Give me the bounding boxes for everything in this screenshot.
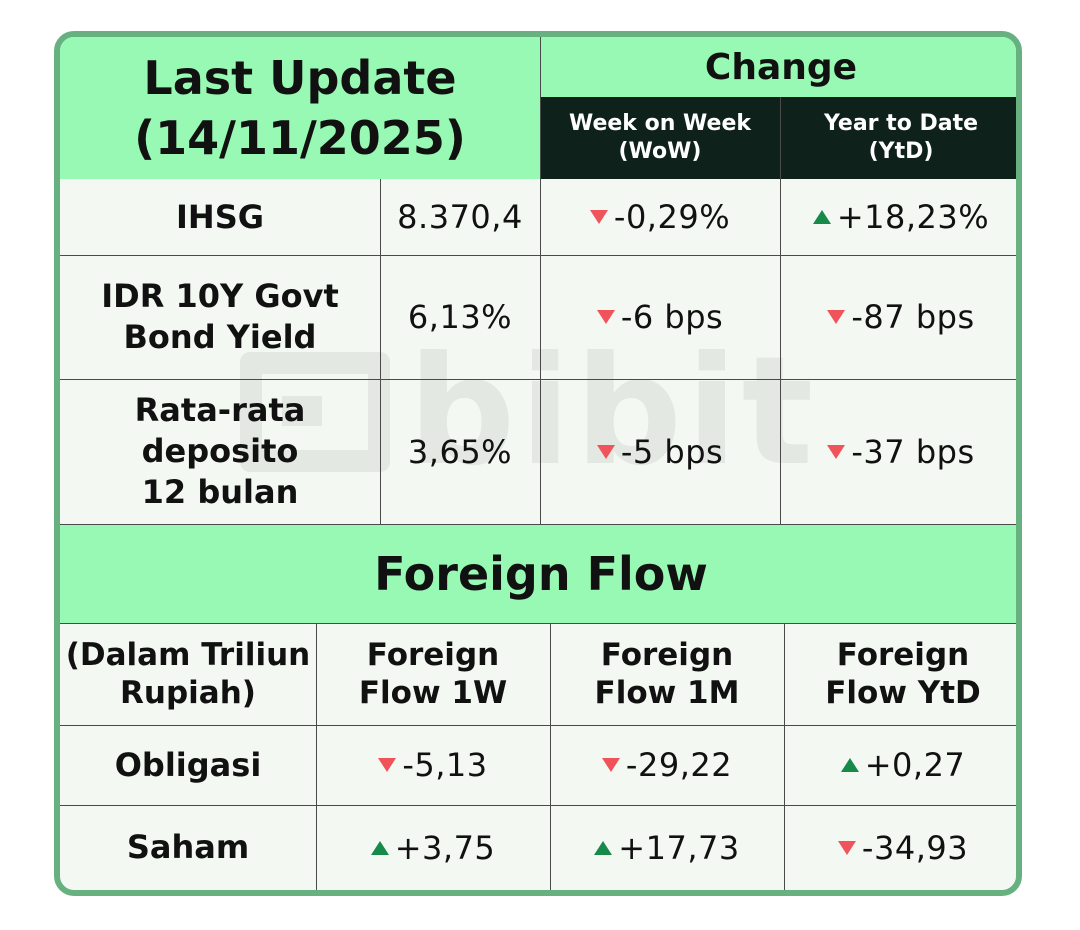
flow-value: -34,93 <box>861 828 969 867</box>
value-text: 3,65% <box>407 432 513 471</box>
down-arrow-icon <box>837 840 856 855</box>
grid-line <box>60 524 1016 525</box>
flow-row-ytd: -34,93 <box>784 805 1016 890</box>
flow-value: +0,27 <box>864 746 966 784</box>
grid-line <box>60 725 1016 726</box>
flow-row-ytd: +0,27 <box>784 725 1016 805</box>
ytd-header-line2: (YtD) <box>868 139 934 164</box>
market-row-value: 8.370,4 <box>380 179 540 255</box>
wow-text: -6 bps <box>620 298 724 336</box>
flow-value: -29,22 <box>625 746 733 784</box>
change-header: Change <box>540 37 1016 97</box>
grid-line <box>380 179 381 524</box>
row-label-line: IHSG <box>176 197 264 236</box>
col-header-ytd: Foreign Flow YtD <box>784 623 1016 725</box>
change-label: Change <box>704 46 858 88</box>
flow-value: +17,73 <box>618 828 740 867</box>
row-label-line: Bond Yield <box>123 318 317 356</box>
ytd-header: Year to Date (YtD) <box>780 97 1016 179</box>
up-arrow-icon <box>812 210 831 224</box>
grid-line <box>60 805 1016 806</box>
wow-text: -0,29% <box>613 198 731 236</box>
col-header-line: Foreign <box>836 637 970 673</box>
down-arrow-icon <box>596 310 615 324</box>
wow-header-line1: Week on Week <box>568 111 751 136</box>
last-update-title: Last Update <box>143 51 457 105</box>
market-row-wow: -5 bps <box>540 379 780 524</box>
wow-header-line2: (WoW) <box>618 139 702 164</box>
flow-row-1m: -29,22 <box>550 725 784 805</box>
down-arrow-icon <box>378 758 397 772</box>
down-arrow-icon <box>596 444 615 459</box>
up-arrow-icon <box>594 840 613 855</box>
market-row-label: IDR 10Y Govt Bond Yield <box>60 255 380 379</box>
unit-line: Rupiah) <box>120 675 256 711</box>
unit-label: (Dalam Triliun Rupiah) <box>60 623 316 725</box>
flow-row-label: Obligasi <box>60 725 316 805</box>
wow-text: -5 bps <box>620 432 724 471</box>
ytd-header-line1: Year to Date <box>823 111 979 136</box>
market-summary-card: bibit Last Update (14/11/2025) Change We… <box>54 31 1022 896</box>
flow-row-1w: +3,75 <box>316 805 550 890</box>
flow-row-1w: -5,13 <box>316 725 550 805</box>
ytd-text: -87 bps <box>851 298 975 336</box>
last-update-date: (14/11/2025) <box>134 111 466 165</box>
grid-line <box>780 97 781 524</box>
down-arrow-icon <box>601 758 620 772</box>
up-arrow-icon <box>370 840 389 855</box>
flow-value: -5,13 <box>402 746 488 784</box>
last-update-header: Last Update (14/11/2025) <box>60 37 540 179</box>
grid-line <box>60 623 1016 624</box>
flow-label-text: Obligasi <box>114 745 262 784</box>
col-header-line: Foreign <box>366 637 500 673</box>
foreign-flow-title: Foreign Flow <box>60 524 1016 623</box>
col-header-line: Flow YtD <box>825 675 981 711</box>
market-row-wow: -0,29% <box>540 179 780 255</box>
row-label-line: Rata-rata <box>134 391 306 429</box>
unit-line: (Dalam Triliun <box>65 637 311 673</box>
market-row-label: IHSG <box>60 179 380 255</box>
market-row-ytd: -87 bps <box>780 255 1016 379</box>
flow-label-text: Saham <box>126 828 250 866</box>
row-label-line: 12 bulan <box>141 473 299 511</box>
foreign-flow-title-text: Foreign Flow <box>374 546 708 601</box>
grid-line <box>540 37 541 524</box>
down-arrow-icon <box>827 444 846 459</box>
grid-line <box>784 623 785 890</box>
market-row-wow: -6 bps <box>540 255 780 379</box>
market-row-ytd: -37 bps <box>780 379 1016 524</box>
row-label-line: IDR 10Y Govt <box>101 277 339 315</box>
grid-line <box>550 623 551 890</box>
col-header-line: Flow 1W <box>358 675 508 711</box>
down-arrow-icon <box>589 210 608 224</box>
market-row-value: 3,65% <box>380 379 540 524</box>
market-row-value: 6,13% <box>380 255 540 379</box>
flow-row-label: Saham <box>60 805 316 890</box>
value-text: 6,13% <box>407 298 513 336</box>
ytd-text: +18,23% <box>836 198 990 236</box>
col-header-line: Foreign <box>600 637 734 673</box>
row-label-line: deposito <box>141 432 299 470</box>
grid-line <box>316 623 317 890</box>
col-header-1m: Foreign Flow 1M <box>550 623 784 725</box>
ytd-text: -37 bps <box>851 432 975 471</box>
wow-header: Week on Week (WoW) <box>540 97 780 179</box>
up-arrow-icon <box>840 758 859 772</box>
flow-row-1m: +17,73 <box>550 805 784 890</box>
down-arrow-icon <box>827 310 846 324</box>
col-header-1w: Foreign Flow 1W <box>316 623 550 725</box>
grid-line <box>60 255 1016 256</box>
value-text: 8.370,4 <box>397 198 523 236</box>
flow-value: +3,75 <box>394 828 496 867</box>
market-row-ytd: +18,23% <box>780 179 1016 255</box>
col-header-line: Flow 1M <box>594 675 740 711</box>
market-row-label: Rata-rata deposito 12 bulan <box>60 379 380 524</box>
grid-line <box>60 379 1016 380</box>
